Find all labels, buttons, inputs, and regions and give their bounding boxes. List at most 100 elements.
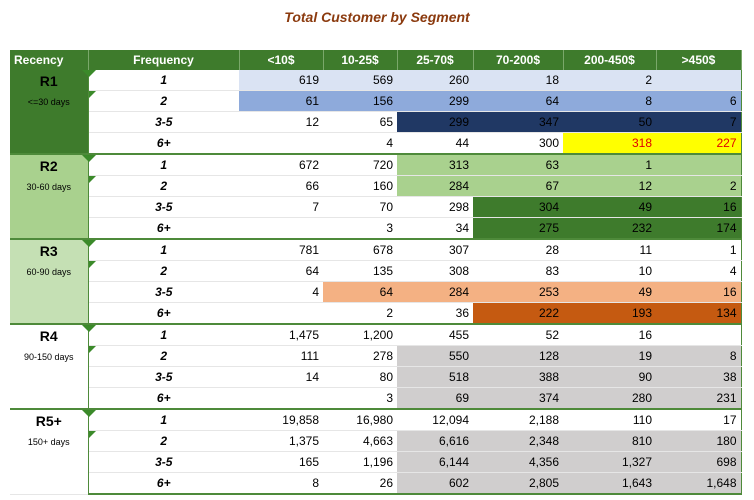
value-cell[interactable]: 11: [563, 238, 656, 261]
value-cell[interactable]: [656, 153, 742, 176]
frequency-cell[interactable]: 1: [88, 70, 239, 91]
value-cell[interactable]: 156: [323, 90, 397, 112]
value-cell[interactable]: 1,327: [563, 451, 656, 473]
value-cell[interactable]: 388: [473, 366, 563, 388]
value-cell[interactable]: 160: [323, 175, 397, 197]
value-cell[interactable]: 134: [656, 302, 742, 325]
value-cell[interactable]: 12: [563, 175, 656, 197]
value-cell[interactable]: 44: [397, 132, 473, 155]
frequency-cell[interactable]: 2: [88, 430, 239, 452]
value-cell[interactable]: 698: [656, 451, 742, 473]
value-cell[interactable]: 253: [473, 281, 563, 303]
value-cell[interactable]: 299: [397, 90, 473, 112]
value-cell[interactable]: 110: [563, 408, 656, 431]
value-cell[interactable]: 65: [323, 111, 397, 133]
value-cell[interactable]: 374: [473, 387, 563, 410]
value-cell[interactable]: 63: [473, 153, 563, 176]
value-cell[interactable]: 90: [563, 366, 656, 388]
value-cell[interactable]: 307: [397, 238, 473, 261]
frequency-cell[interactable]: 1: [88, 323, 239, 346]
value-cell[interactable]: 455: [397, 323, 473, 346]
value-cell[interactable]: 7: [656, 111, 742, 133]
value-cell[interactable]: 280: [563, 387, 656, 410]
value-cell[interactable]: 260: [397, 70, 473, 91]
value-cell[interactable]: 6,616: [397, 430, 473, 452]
value-cell[interactable]: 781: [239, 238, 323, 261]
frequency-cell[interactable]: 6+: [88, 217, 239, 240]
value-cell[interactable]: 28: [473, 238, 563, 261]
value-cell[interactable]: 128: [473, 345, 563, 367]
frequency-cell[interactable]: 3-5: [88, 111, 239, 133]
value-cell[interactable]: 1: [563, 153, 656, 176]
value-cell[interactable]: 18: [473, 70, 563, 91]
value-cell[interactable]: 64: [239, 260, 323, 282]
value-cell[interactable]: 4: [239, 281, 323, 303]
value-cell[interactable]: 1,200: [323, 323, 397, 346]
value-cell[interactable]: 1: [656, 238, 742, 261]
frequency-cell[interactable]: 2: [88, 90, 239, 112]
value-cell[interactable]: 8: [239, 472, 323, 495]
value-cell[interactable]: 165: [239, 451, 323, 473]
value-cell[interactable]: 672: [239, 153, 323, 176]
value-cell[interactable]: 6: [656, 90, 742, 112]
value-cell[interactable]: 8: [563, 90, 656, 112]
value-cell[interactable]: 275: [473, 217, 563, 240]
value-cell[interactable]: 6,144: [397, 451, 473, 473]
value-cell[interactable]: 569: [323, 70, 397, 91]
frequency-cell[interactable]: 1: [88, 153, 239, 176]
value-cell[interactable]: 232: [563, 217, 656, 240]
value-cell[interactable]: 284: [397, 175, 473, 197]
value-cell[interactable]: 231: [656, 387, 742, 410]
value-cell[interactable]: 193: [563, 302, 656, 325]
frequency-cell[interactable]: 6+: [88, 302, 239, 325]
value-cell[interactable]: 83: [473, 260, 563, 282]
value-cell[interactable]: 4,663: [323, 430, 397, 452]
frequency-cell[interactable]: 2: [88, 260, 239, 282]
frequency-cell[interactable]: 1: [88, 408, 239, 431]
value-cell[interactable]: 180: [656, 430, 742, 452]
value-cell[interactable]: 34: [397, 217, 473, 240]
value-cell[interactable]: 111: [239, 345, 323, 367]
value-cell[interactable]: [239, 132, 323, 155]
value-cell[interactable]: 135: [323, 260, 397, 282]
value-cell[interactable]: [239, 217, 323, 240]
frequency-cell[interactable]: 6+: [88, 387, 239, 410]
value-cell[interactable]: 14: [239, 366, 323, 388]
value-cell[interactable]: 12,094: [397, 408, 473, 431]
value-cell[interactable]: 174: [656, 217, 742, 240]
value-cell[interactable]: 298: [397, 196, 473, 218]
frequency-cell[interactable]: 3-5: [88, 281, 239, 303]
value-cell[interactable]: [239, 387, 323, 410]
value-cell[interactable]: 4,356: [473, 451, 563, 473]
value-cell[interactable]: 227: [656, 132, 742, 155]
frequency-cell[interactable]: 1: [88, 238, 239, 261]
value-cell[interactable]: 52: [473, 323, 563, 346]
value-cell[interactable]: 8: [656, 345, 742, 367]
value-cell[interactable]: 26: [323, 472, 397, 495]
value-cell[interactable]: 49: [563, 281, 656, 303]
value-cell[interactable]: 4: [323, 132, 397, 155]
value-cell[interactable]: 61: [239, 90, 323, 112]
value-cell[interactable]: 49: [563, 196, 656, 218]
value-cell[interactable]: 222: [473, 302, 563, 325]
value-cell[interactable]: 19,858: [239, 408, 323, 431]
value-cell[interactable]: 66: [239, 175, 323, 197]
value-cell[interactable]: 2: [563, 70, 656, 91]
value-cell[interactable]: 16,980: [323, 408, 397, 431]
value-cell[interactable]: 602: [397, 472, 473, 495]
value-cell[interactable]: 16: [563, 323, 656, 346]
value-cell[interactable]: 3: [323, 387, 397, 410]
value-cell[interactable]: 7: [239, 196, 323, 218]
value-cell[interactable]: 313: [397, 153, 473, 176]
value-cell[interactable]: 19: [563, 345, 656, 367]
value-cell[interactable]: 284: [397, 281, 473, 303]
value-cell[interactable]: 720: [323, 153, 397, 176]
frequency-cell[interactable]: 6+: [88, 472, 239, 495]
value-cell[interactable]: 67: [473, 175, 563, 197]
value-cell[interactable]: 300: [473, 132, 563, 155]
frequency-cell[interactable]: 3-5: [88, 366, 239, 388]
value-cell[interactable]: 619: [239, 70, 323, 91]
value-cell[interactable]: 1,648: [656, 472, 742, 495]
value-cell[interactable]: 64: [473, 90, 563, 112]
value-cell[interactable]: 2,188: [473, 408, 563, 431]
